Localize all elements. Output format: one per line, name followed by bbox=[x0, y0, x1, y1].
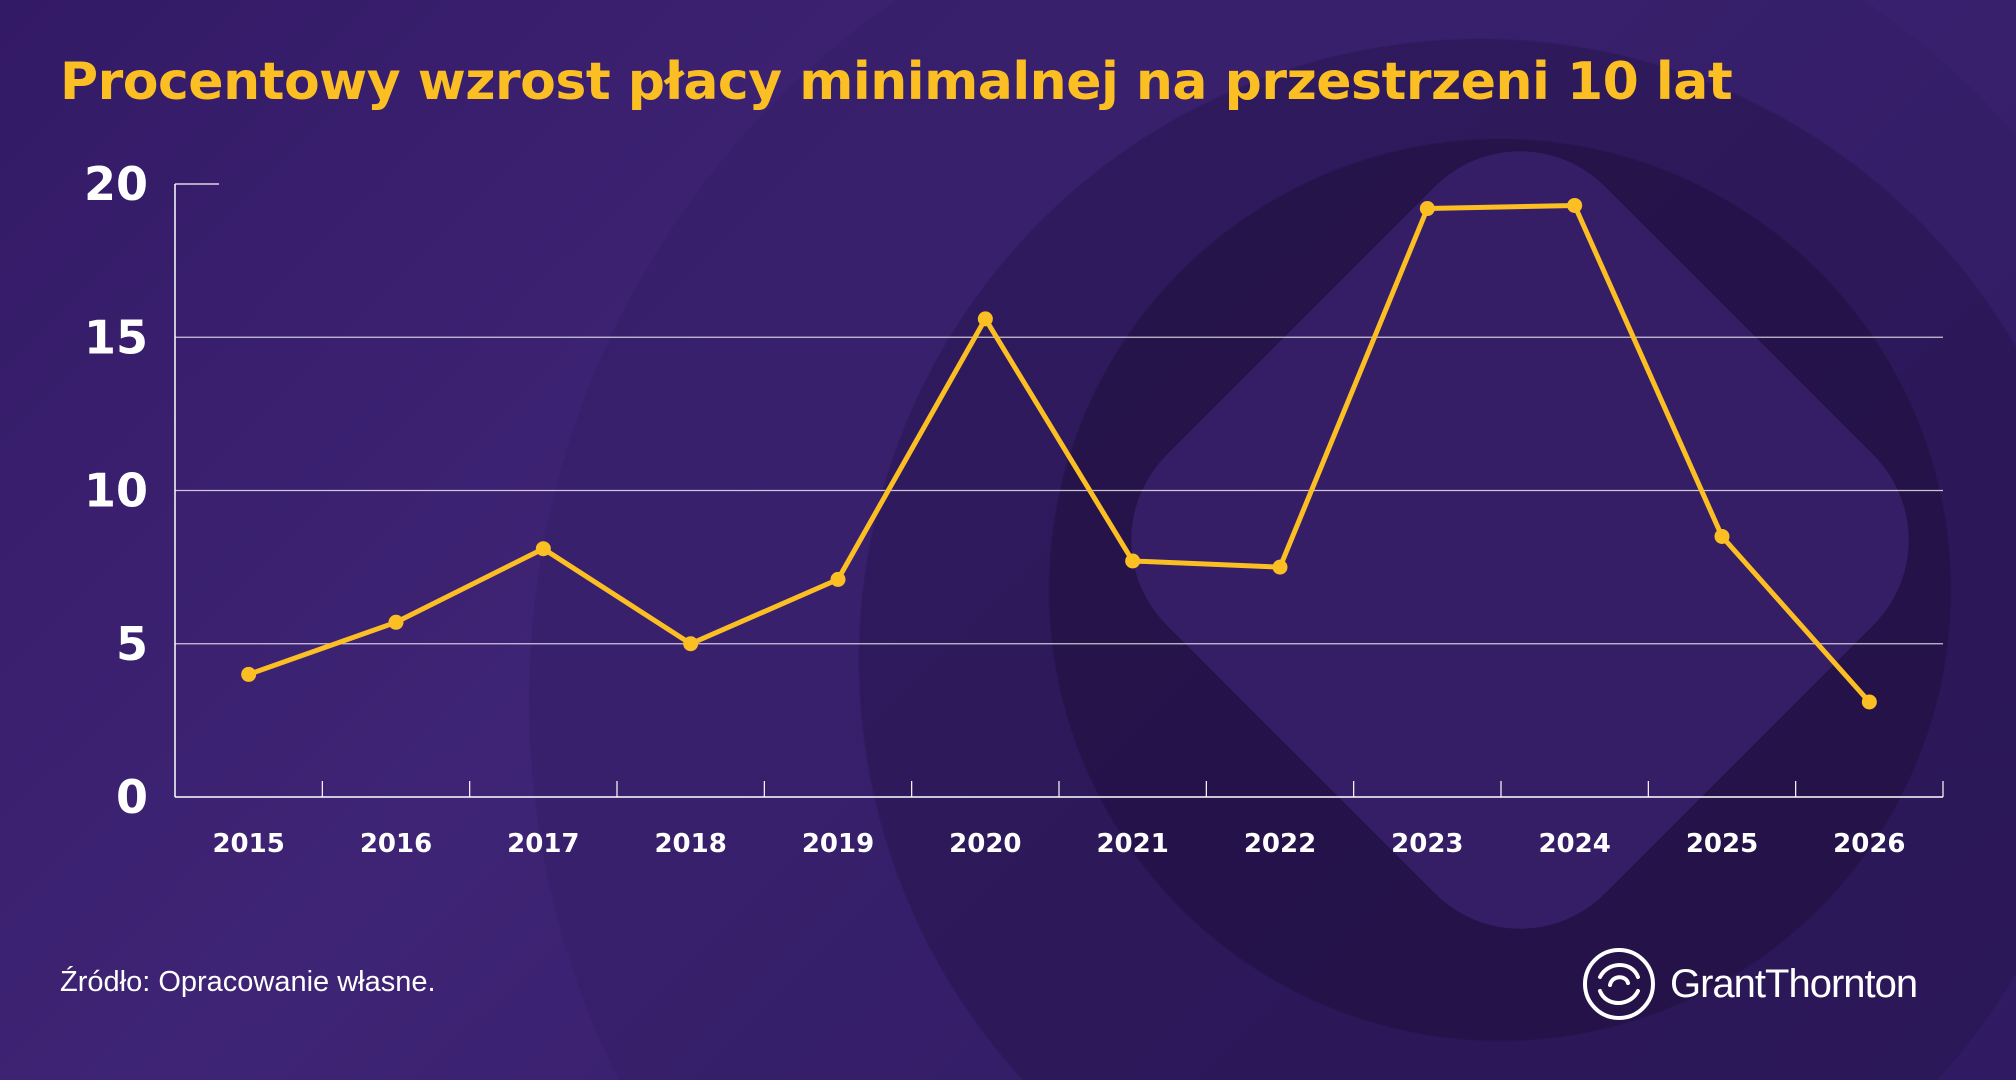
source-note: Źródło: Opracowanie własne. bbox=[60, 966, 436, 998]
grant-thornton-swirl-icon bbox=[1583, 948, 1655, 1020]
x-axis-ticks: 2015 2016 2017 2018 2019 2020 2021 2022 2023 2024… bbox=[212, 781, 1944, 859]
y-tick-label: 15 bbox=[84, 310, 148, 364]
data-point-2017 bbox=[535, 541, 551, 557]
grid-lines bbox=[175, 183, 1943, 645]
grant-thornton-logo: GrantThornton bbox=[1582, 946, 1918, 1022]
data-point-2024 bbox=[1567, 197, 1583, 213]
x-tick-label: 2017 bbox=[507, 829, 579, 859]
y-tick-label: 20 bbox=[84, 157, 148, 211]
x-tick-label: 2019 bbox=[802, 829, 874, 859]
y-tick-label: 10 bbox=[84, 464, 148, 518]
data-point-2021 bbox=[1125, 553, 1141, 569]
x-tick-label: 2015 bbox=[212, 829, 284, 859]
data-point-2015 bbox=[241, 666, 257, 682]
x-tick-label: 2016 bbox=[360, 829, 432, 859]
data-point-2025 bbox=[1714, 528, 1730, 544]
x-tick-label: 2020 bbox=[949, 829, 1021, 859]
x-tick-label: 2023 bbox=[1391, 829, 1463, 859]
y-tick-label: 5 bbox=[116, 617, 148, 671]
x-tick-label: 2026 bbox=[1833, 829, 1905, 859]
x-tick-label: 2021 bbox=[1096, 829, 1168, 859]
data-point-2016 bbox=[388, 614, 404, 630]
data-point-2020 bbox=[977, 311, 993, 327]
y-tick-label: 0 bbox=[116, 770, 148, 824]
series bbox=[246, 202, 1872, 705]
data-point-2026 bbox=[1861, 694, 1877, 710]
data-point-2023 bbox=[1419, 201, 1435, 217]
data-point-2019 bbox=[830, 571, 846, 587]
series-line bbox=[246, 202, 1872, 705]
data-point-2022 bbox=[1272, 559, 1288, 575]
x-tick-label: 2025 bbox=[1686, 829, 1758, 859]
data-points bbox=[241, 197, 1877, 710]
x-tick-label: 2022 bbox=[1244, 829, 1316, 859]
x-tick-label: 2018 bbox=[654, 829, 726, 859]
x-tick-label: 2024 bbox=[1538, 829, 1610, 859]
y-axis-ticks: 0 5 10 15 20 bbox=[84, 157, 148, 824]
data-point-2018 bbox=[683, 636, 699, 652]
chart-title: Procentowy wzrost płacy minimalnej na pr… bbox=[60, 52, 1733, 112]
brand-name: GrantThornton bbox=[1670, 961, 1918, 1006]
